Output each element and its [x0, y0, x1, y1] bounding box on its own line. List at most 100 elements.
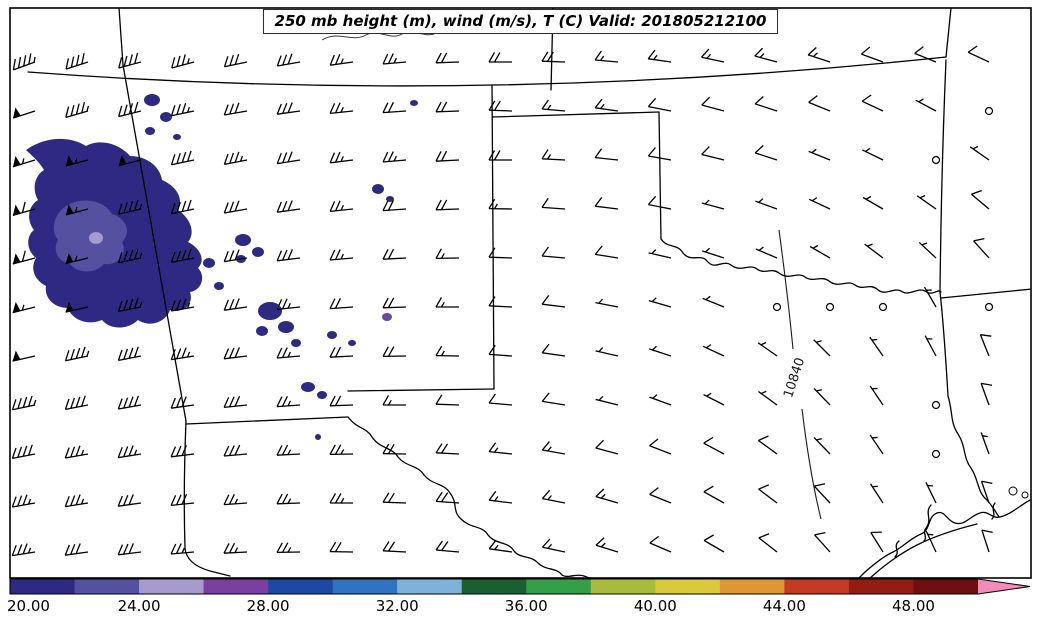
wind-barb — [647, 195, 672, 210]
colorbar-tick-label: 24.00 — [118, 597, 161, 615]
state-border — [660, 238, 942, 294]
wind-barb — [980, 382, 993, 406]
wind-barb — [758, 390, 778, 406]
wind-barb — [276, 102, 301, 115]
colorbar-segment — [848, 579, 914, 594]
state-border — [858, 498, 1031, 578]
wind-barb — [223, 53, 248, 68]
wind-barb — [701, 247, 725, 259]
map-content: 10840 — [11, 8, 1031, 578]
shaded-spot — [89, 232, 103, 244]
state-border — [945, 8, 952, 58]
wind-barb — [382, 102, 407, 114]
wind-barb — [814, 531, 831, 553]
wind-barb — [117, 543, 142, 556]
wind-barb — [924, 335, 937, 357]
wind-barb — [170, 493, 195, 507]
colorbar-tick-label: 44.00 — [763, 597, 806, 615]
shaded-spot — [278, 321, 294, 333]
wind-barb — [435, 491, 460, 504]
wind-barb — [117, 199, 143, 215]
shaded-spot — [301, 382, 315, 392]
wind-barb — [755, 246, 778, 259]
colorbar-tick-label: 48.00 — [892, 597, 935, 615]
state-border — [118, 8, 124, 66]
wind-barb — [329, 346, 354, 358]
wind-barb — [435, 199, 460, 211]
colorbar-segment — [461, 579, 527, 594]
state-border — [491, 84, 495, 390]
wind-barb — [595, 488, 619, 504]
wind-barb — [223, 200, 248, 214]
wind-barb — [702, 344, 725, 357]
calm-wind-circle — [931, 449, 941, 459]
shaded-spot — [315, 434, 321, 440]
calm-wind-circle — [984, 302, 994, 312]
wind-barb — [594, 50, 619, 63]
wind-barb — [870, 531, 884, 553]
colorbar-segment — [784, 579, 850, 594]
wind-barb — [223, 395, 248, 409]
wind-barb — [11, 395, 37, 411]
wind-barb — [861, 94, 884, 112]
calm-wind-circle — [772, 302, 782, 312]
wind-barb — [170, 248, 195, 264]
wind-barb — [860, 46, 884, 63]
wind-barb — [329, 53, 354, 66]
wind-barb — [648, 249, 672, 259]
wind-barb — [862, 195, 884, 210]
shaded-spot — [173, 134, 181, 140]
lake-outline — [1021, 491, 1029, 499]
wind-barb — [435, 443, 460, 455]
wind-barb — [967, 45, 990, 63]
wind-barb — [170, 543, 195, 555]
wind-barb — [64, 494, 89, 508]
wind-barb — [65, 53, 89, 70]
wind-barb — [223, 542, 248, 554]
calm-wind-circle — [878, 302, 888, 312]
colorbar-segment — [268, 579, 334, 594]
wind-barb — [64, 346, 90, 362]
wind-barb — [980, 432, 990, 455]
colorbar-segment — [590, 579, 656, 594]
state-border — [939, 291, 1000, 518]
colorbar-segment — [332, 579, 398, 594]
wind-barb — [276, 298, 301, 311]
wind-barb — [758, 435, 778, 455]
shaded-spot — [145, 127, 155, 135]
colorbar-segment — [139, 579, 205, 594]
height-contour-10840 — [801, 408, 822, 520]
wind-barb — [541, 489, 566, 504]
shaded-spot — [258, 302, 282, 320]
colorbar-segment — [74, 579, 140, 594]
wind-barb — [382, 151, 407, 163]
wind-barb — [118, 101, 142, 118]
wind-barb — [329, 395, 354, 407]
wind-barb — [541, 295, 566, 308]
wind-barb — [170, 150, 195, 166]
wind-barb — [809, 244, 831, 259]
wind-barb — [541, 149, 566, 161]
wind-barb — [541, 441, 566, 455]
wind-barb — [170, 199, 195, 215]
wind-barb — [541, 99, 566, 112]
wind-barb — [488, 247, 513, 259]
colorbar-segment — [203, 579, 269, 594]
wind-barb — [276, 151, 301, 165]
wind-barb — [648, 297, 672, 308]
wind-barb — [117, 395, 142, 410]
wind-barb — [595, 537, 619, 553]
height-contour-10840 — [778, 229, 794, 350]
wind-barb — [701, 96, 725, 112]
wind-barb — [808, 95, 831, 112]
wind-barb — [382, 248, 407, 260]
wind-barb — [11, 444, 36, 460]
wind-barb — [382, 53, 407, 65]
wind-barb — [12, 301, 36, 314]
wind-barb — [862, 147, 884, 161]
state-border — [122, 64, 187, 422]
colorbar-tick-label: 32.00 — [376, 597, 419, 615]
colorbar: 20.00 24.00 28.00 32.00 36.00 40.00 44.00 48.00 — [7, 578, 1031, 615]
wind-barb — [813, 388, 831, 406]
wind-barb — [925, 530, 937, 553]
